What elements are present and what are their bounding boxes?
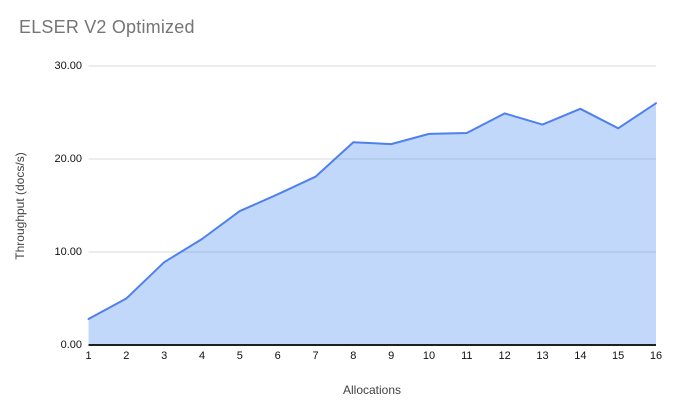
series-line — [87, 102, 657, 320]
series-area-fill — [88, 103, 656, 345]
chart-title: ELSER V2 Optimized — [19, 17, 195, 37]
y-axis-title: Throughput (docs/s) — [13, 152, 27, 260]
x-axis-title: Allocations — [342, 383, 402, 397]
